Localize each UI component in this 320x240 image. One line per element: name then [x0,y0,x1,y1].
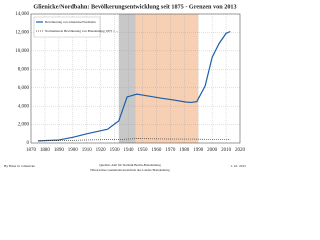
y-tick-label: 14,000 [15,12,29,17]
y-tick-label: 10,000 [15,49,29,54]
x-tick-label: 1960 [151,148,162,153]
y-tick-label: 4,000 [18,104,30,109]
x-tick-label: 1940 [124,148,135,153]
x-tick-label: 1880 [40,148,51,153]
legend-label: Normalisierte Bevölkerung von Brandenbur… [45,29,118,33]
footer-left: By Hans O. Glienicke [4,164,35,168]
y-tick-label: 0 [27,141,30,146]
x-tick-label: 1930 [110,148,121,153]
x-tick-label: 1920 [96,148,107,153]
footer-right: 1. 10. 2015 [230,164,246,168]
y-tick-label: 12,000 [15,31,29,36]
chart: Glienicke/Nordbahn: Bevölkerungsentwickl… [4,3,247,172]
shaded-period [135,14,199,143]
data-line [37,30,231,142]
x-tick-label: 2020 [235,148,246,153]
x-tick-label: 1910 [82,148,93,153]
y-tick-label: 8,000 [18,67,30,72]
data-line [37,138,231,142]
x-tick-label: 1950 [137,148,148,153]
footer-center: Quellen: Amt für Statistik Berlin-Brande… [99,163,161,167]
footer-center: Historisches Gemeindeverzeichnis des Lan… [90,168,170,172]
x-tick-label: 2000 [207,148,218,153]
legend-label: Bevölkerung von Glienicke/Nordbahn [45,20,96,24]
shaded-period [118,14,136,143]
y-tick-label: 6,000 [18,86,30,91]
x-tick-label: 1900 [68,148,79,153]
plot-frame [30,13,241,144]
y-tick-label: 2,000 [18,123,30,128]
x-tick-label: 1990 [193,148,204,153]
x-tick-label: 1890 [54,148,65,153]
x-tick-label: 2010 [221,148,232,153]
x-tick-label: 1970 [165,148,176,153]
legend-box [33,16,101,38]
x-tick-label: 1870 [26,148,37,153]
chart-title: Glienicke/Nordbahn: Bevölkerungsentwickl… [33,3,236,10]
x-tick-label: 1980 [179,148,190,153]
